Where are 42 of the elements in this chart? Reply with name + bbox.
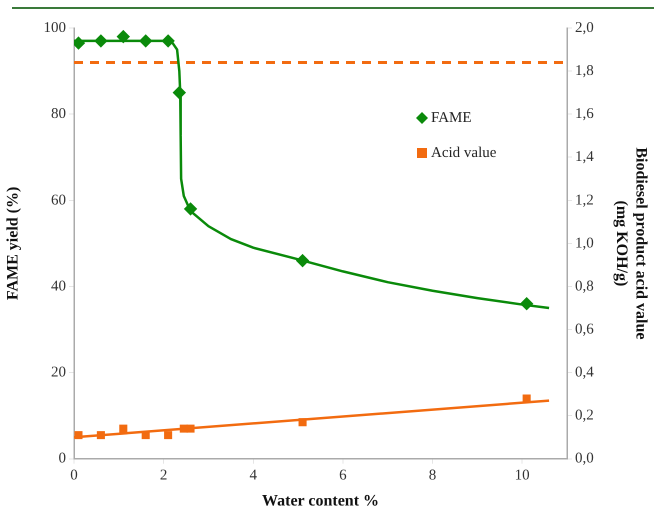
point: [184, 202, 198, 216]
legend-label: FAME: [431, 110, 472, 126]
point: [164, 431, 172, 440]
y2-tick-label: 1,6: [575, 106, 594, 122]
y-tick-label: 20: [51, 364, 66, 381]
point: [94, 34, 108, 48]
x-tick-label: 10: [514, 468, 530, 484]
point: [296, 254, 310, 268]
point: [96, 431, 105, 440]
y2-tick-label: 1,4: [575, 149, 594, 166]
y2-tick-label: 0,4: [575, 364, 594, 381]
y-tick-label: 80: [51, 106, 66, 122]
y-tick-label: 60: [51, 192, 66, 208]
y2-tick-label: 1,2: [575, 192, 594, 208]
y2-tick-label: 1,0: [575, 235, 594, 252]
y-tick-label: 100: [44, 20, 66, 36]
point: [298, 418, 307, 426]
y2-tick-label: 0,8: [575, 278, 594, 294]
y2-tick-label: 1,8: [575, 63, 594, 80]
y-axis-title: FAME yield (%): [4, 186, 22, 300]
y2-tick-label: 0,0: [575, 450, 594, 467]
point: [162, 34, 175, 48]
x-axis-title: Water content %: [262, 492, 380, 510]
y2-tick-label: 0,2: [575, 408, 594, 424]
y2-axis-title: Biodiesel product acid value (mg KOH/g): [613, 147, 650, 340]
y-tick-label: 40: [51, 278, 66, 294]
y2-tick-label: 2,0: [575, 20, 594, 36]
x-tick-label: 0: [70, 468, 78, 484]
point: [116, 30, 130, 44]
point: [186, 424, 195, 433]
legend-label: Acid value: [431, 144, 497, 161]
point: [520, 297, 534, 310]
x-tick-label: 4: [250, 468, 258, 484]
x-tick-label: 8: [428, 468, 436, 484]
point: [74, 431, 83, 440]
x-tick-label: 6: [339, 468, 348, 484]
point: [139, 34, 152, 48]
y-tick-label: 0: [58, 450, 66, 467]
point: [119, 424, 128, 433]
x-tick-label: 2: [160, 468, 168, 484]
y2-tick-label: 0,6: [575, 321, 594, 338]
point: [172, 86, 186, 100]
